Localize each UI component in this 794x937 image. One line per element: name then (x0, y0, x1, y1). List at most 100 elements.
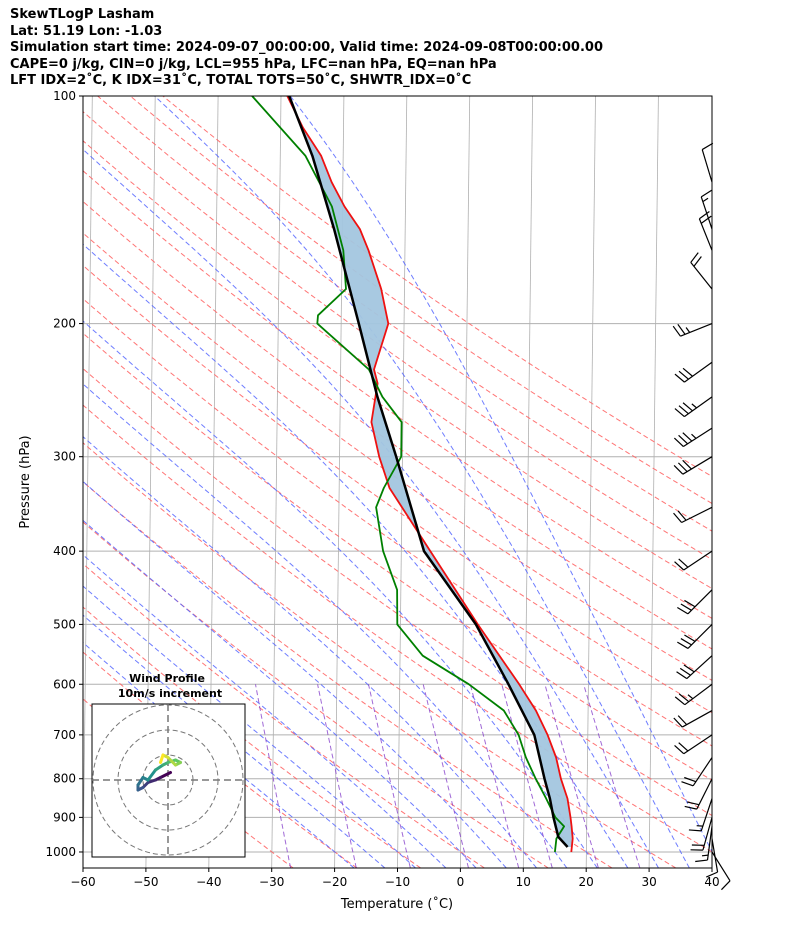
barb-flag (700, 215, 712, 224)
y-tick-label: 700 (53, 728, 76, 742)
dry-adiabat (83, 606, 421, 868)
wind-barb (677, 589, 713, 615)
wind-barb (698, 211, 713, 251)
wind-barb (690, 252, 713, 290)
moist-adiabat (83, 641, 355, 868)
barb-shaft (690, 262, 713, 290)
hodograph-segment (159, 753, 165, 764)
wind-barb (673, 710, 713, 728)
wind-barb (701, 142, 714, 183)
hodograph-subtitle: 10m/s increment (118, 687, 222, 700)
barb-shaft (683, 396, 713, 418)
barb-half-flag (691, 403, 697, 409)
axes: −60 −50 −40 −30 −20 −10 0 10 20 30 40 1000 900 800 700… (45, 89, 719, 889)
barb-flag (700, 189, 713, 198)
barb-flag (678, 370, 689, 380)
moist-adiabat (83, 614, 386, 868)
moist-adiabat (289, 96, 712, 853)
wind-barb (706, 838, 719, 878)
mixing-ratio-line (469, 684, 520, 868)
barb-flag (695, 859, 708, 863)
dry-adiabat (83, 298, 712, 747)
wind-barb (677, 623, 713, 649)
barb-shaft (701, 149, 713, 183)
barb-flag (690, 252, 699, 263)
barb-flag (674, 373, 685, 383)
barb-flag (674, 408, 685, 418)
sounding-profiles (251, 96, 574, 853)
y-tick-label: 800 (53, 772, 76, 786)
x-tick-label: 0 (457, 875, 465, 889)
dry-adiabat (83, 404, 712, 853)
barb-flag (684, 599, 696, 608)
isotherm-line (522, 96, 533, 868)
y-tick-label: 300 (53, 450, 76, 464)
barb-flag (680, 638, 692, 646)
stability-indices: LFT IDX=2˚C, K IDX=31˚C, TOTAL TOTS=50˚C… (10, 73, 472, 88)
barb-shaft (687, 623, 713, 649)
barb-flag (677, 641, 689, 649)
barb-flag (678, 558, 689, 568)
barb-shaft (684, 361, 713, 383)
dry-adiabat (97, 96, 712, 532)
barb-flag (680, 603, 692, 611)
dry-adiabat (83, 563, 485, 868)
isotherm-line (648, 96, 659, 868)
mixing-ratio-line (317, 684, 357, 868)
x-tick-label: −50 (133, 875, 158, 889)
barb-flag (674, 561, 685, 571)
barb-flag (688, 829, 702, 832)
y-tick-label: 900 (53, 810, 76, 824)
barb-flag (673, 512, 683, 523)
chart-header: SkewTLogP Lasham Lat: 51.19 Lon: -1.03 S… (10, 7, 603, 90)
wind-barb (684, 778, 713, 810)
barb-half-flag (691, 433, 697, 439)
barb-flag (678, 742, 689, 752)
barb-shaft (681, 506, 713, 524)
barb-flag (673, 717, 683, 728)
hodograph-segment (154, 763, 165, 772)
isotherm-line (711, 834, 712, 868)
barb-flag (684, 805, 697, 810)
barb-shaft (680, 323, 713, 337)
wind-barb (695, 826, 713, 863)
isotherm-line (83, 96, 93, 868)
y-tick-label: 500 (53, 617, 76, 631)
barb-flag (678, 693, 690, 703)
convective-parameters: CAPE=0 j/kg, CIN=0 j/kg, LCL=955 hPa, LF… (10, 56, 497, 72)
hodograph-segment (166, 756, 177, 767)
hodograph-inset: Wind Profile 10m/s increment (91, 672, 246, 858)
x-tick-label: −60 (70, 875, 95, 889)
wind-barb (674, 734, 713, 755)
barb-shaft (683, 734, 713, 755)
barb-shaft (686, 655, 713, 680)
hodograph-segment (146, 768, 157, 782)
isotherm-line (271, 96, 282, 868)
barb-shaft (700, 798, 713, 832)
barb-shaft (706, 826, 713, 861)
x-tick-label: 40 (704, 875, 719, 889)
station-location: Lat: 51.19 Lon: -1.03 (10, 23, 163, 39)
dry-adiabat (83, 521, 549, 868)
barb-flag (681, 781, 694, 787)
wind-barb (674, 550, 713, 571)
barb-flag (706, 871, 718, 878)
hodograph-segment (159, 771, 172, 779)
moist-adiabat (83, 480, 507, 868)
barb-flag (684, 634, 696, 642)
moist-adiabat (83, 383, 568, 868)
dry-adiabat (83, 332, 712, 781)
barb-shaft (681, 710, 713, 728)
isotherm-line (585, 96, 596, 868)
barb-shaft (700, 196, 713, 230)
dry-adiabat (83, 110, 712, 561)
y-axis-label: Pressure (hPa) (18, 435, 33, 528)
parcel-profile (288, 96, 569, 848)
barb-flag (684, 776, 697, 783)
barb-flag (678, 405, 689, 415)
barb-flag (699, 211, 710, 220)
wind-barb (673, 427, 713, 448)
barb-shaft (687, 589, 713, 615)
moist-adiabat (83, 554, 447, 868)
